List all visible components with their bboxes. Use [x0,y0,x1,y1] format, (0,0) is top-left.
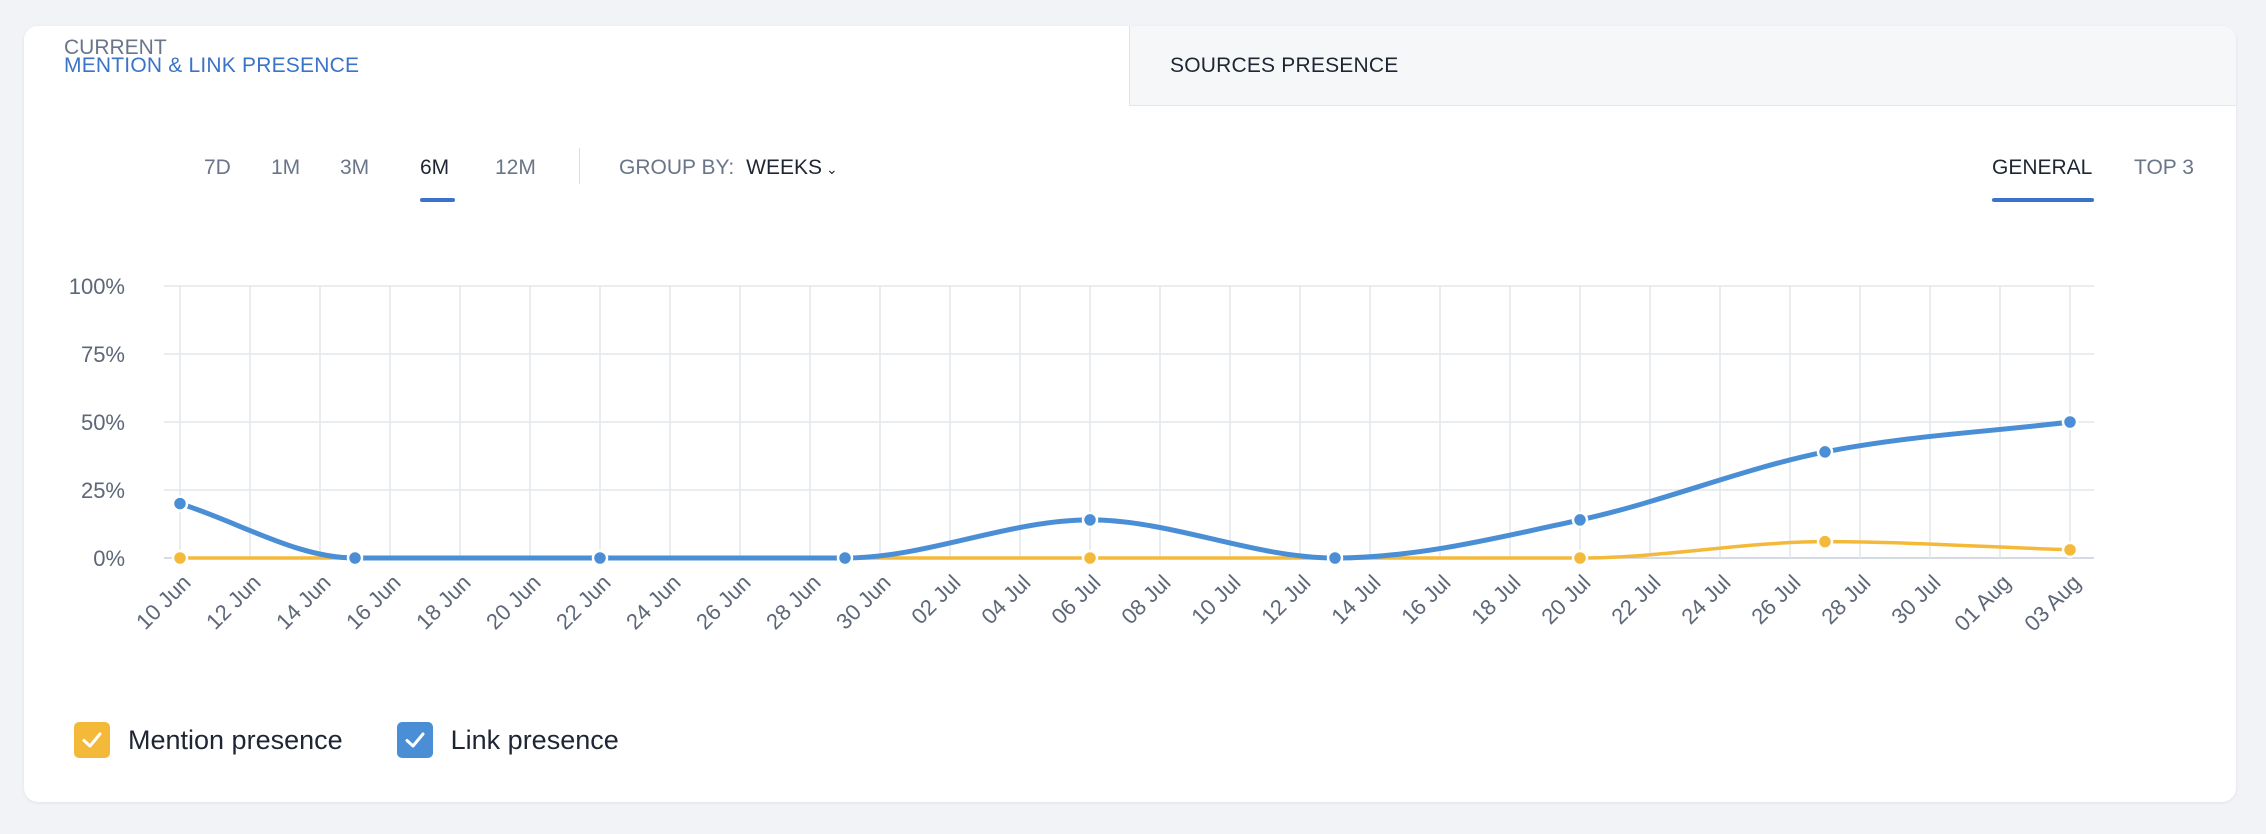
x-tick-label: 12 Jul [1256,570,1315,629]
view-active-underline [1992,198,2094,202]
legend-label-mention: Mention presence [128,724,343,755]
data-point-link [1816,443,1834,461]
x-tick-label: 18 Jun [411,570,475,634]
group-by-label: GROUP BY: [619,156,735,179]
x-tick-label: 22 Jul [1606,570,1665,629]
x-tick-label: 20 Jul [1536,570,1595,629]
period-7d[interactable]: 7D [204,156,231,179]
x-tick-label: 08 Jul [1116,570,1175,629]
x-tick-label: 30 Jul [1886,570,1945,629]
period-1m[interactable]: 1M [271,156,301,179]
legend-label-link: Link presence [450,724,619,755]
x-tick-label: 10 Jun [131,570,195,634]
x-tick-label: 24 Jun [621,570,685,634]
data-point-link [2061,413,2079,431]
chevron-down-icon: ⌄ [826,161,838,177]
x-tick-label: 26 Jul [1746,570,1805,629]
group-by-dropdown[interactable]: WEEKS ⌄ [746,156,838,180]
legend-item-link-presence[interactable]: Link presence [396,722,619,758]
link-checkbox[interactable] [396,722,433,758]
x-tick-label: 16 Jul [1396,570,1455,629]
group-by-value: WEEKS [746,156,823,179]
data-point-link [1326,549,1344,567]
period-active-underline [420,198,455,202]
data-point-link [1571,511,1589,529]
period-current[interactable]: CURRENT [64,36,167,59]
legend-item-mention-presence[interactable]: Mention presence [74,722,343,758]
y-tick-label: 0% [93,546,125,571]
x-tick-label: 26 Jun [691,570,755,634]
x-tick-label: 16 Jun [341,570,405,634]
period-3m[interactable]: 3M [340,156,370,179]
chart-legend: Mention presence Link presence [74,720,673,760]
data-point-mention [1081,549,1099,567]
data-point-mention [1816,533,1834,550]
x-tick-label: 22 Jun [551,570,615,634]
tab-mention-link-presence[interactable]: MENTION & LINK PRESENCE [24,26,1129,106]
x-tick-label: 01 Aug [1949,570,2015,636]
x-tick-label: 14 Jun [271,570,335,634]
x-tick-label: 12 Jun [201,570,265,634]
y-tick-label: 75% [81,342,125,367]
tab-sources-presence[interactable]: SOURCES PRESENCE [1129,26,2236,106]
data-point-link [346,549,364,567]
x-tick-label: 14 Jul [1326,570,1385,629]
y-tick-label: 50% [81,410,125,435]
x-tick-label: 06 Jul [1046,570,1105,629]
data-point-link [171,495,189,512]
toolbar-divider [579,148,580,184]
period-6m[interactable]: 6M [420,156,450,179]
x-tick-label: 28 Jun [761,570,825,634]
data-point-link [836,549,854,567]
x-tick-label: 10 Jul [1186,570,1245,629]
x-tick-label: 28 Jul [1816,570,1875,629]
x-tick-label: 30 Jun [831,570,895,634]
data-point-link [1081,511,1099,529]
presence-card: MENTION & LINK PRESENCE SOURCES PRESENCE… [24,26,2236,802]
group-by: GROUP BY: WEEKS ⌄ [619,146,838,190]
data-point-mention [171,549,189,567]
x-tick-label: 20 Jun [481,570,545,634]
data-point-mention [1571,549,1589,567]
x-tick-label: 03 Aug [2019,570,2085,636]
y-tick-label: 100% [69,274,125,299]
x-tick-label: 24 Jul [1676,570,1735,629]
data-point-link [591,549,609,567]
y-tick-label: 25% [81,478,125,503]
x-tick-label: 18 Jul [1466,570,1525,629]
presence-line-chart: 100%75%50%25%0%10 Jun 12 Jun 14 Jun 16 Jun 1… [69,274,2094,636]
data-point-mention [2061,541,2079,559]
view-general[interactable]: GENERAL [1992,156,2093,179]
x-tick-label: 04 Jul [976,570,1035,629]
checkmark-icon [405,732,425,748]
period-12m[interactable]: 12M [495,156,536,179]
mention-checkbox[interactable] [74,722,110,758]
view-top3[interactable]: TOP 3 [2134,156,2194,179]
checkmark-icon [82,732,102,748]
tab-bar: MENTION & LINK PRESENCE SOURCES PRESENCE [24,26,2236,106]
x-tick-label: 02 Jul [906,570,965,629]
